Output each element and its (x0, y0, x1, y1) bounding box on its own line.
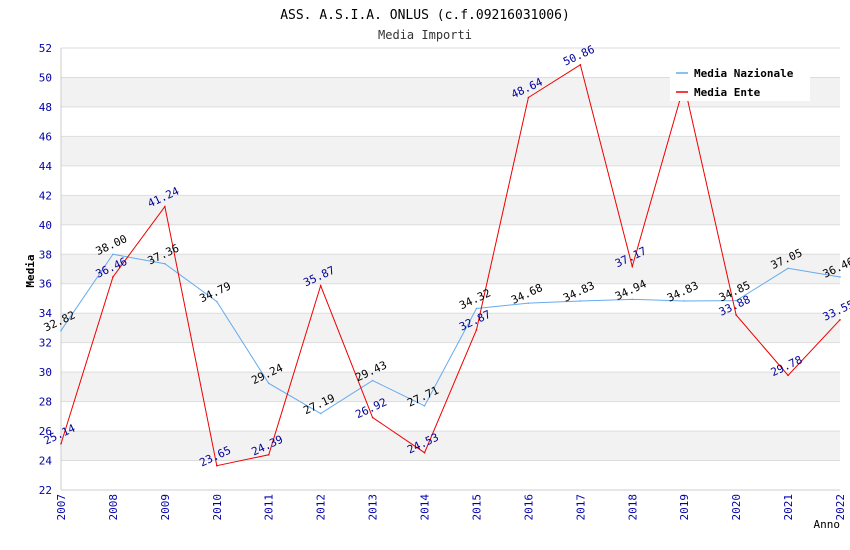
data-point (683, 300, 685, 302)
data-point (579, 300, 582, 302)
data-point (475, 329, 478, 331)
y-axis-label: Media (24, 254, 37, 287)
y-tick-label: 46 (39, 130, 52, 143)
data-point (112, 276, 114, 278)
y-tick-label: 42 (39, 189, 52, 202)
data-point (60, 329, 62, 332)
data-point (475, 307, 478, 310)
y-tick-label: 22 (39, 484, 52, 497)
x-tick-label: 2016 (522, 494, 535, 521)
plot-band (61, 431, 840, 461)
y-tick-label: 24 (39, 455, 53, 468)
x-tick-label: 2008 (107, 494, 120, 521)
x-tick-label: 2022 (834, 494, 847, 521)
data-point (112, 253, 114, 256)
y-axis-ticks: 22 24 26 28 30 32 34 36 38 40 42 44 46 48 50 52 (39, 42, 53, 497)
plot-band (61, 254, 840, 284)
x-tick-label: 2019 (678, 494, 691, 521)
data-point (787, 267, 789, 270)
x-tick-label: 2018 (626, 494, 639, 521)
y-tick-label: 44 (39, 160, 53, 173)
plot-bands (61, 77, 840, 461)
x-axis-label: Anno (814, 518, 841, 531)
data-point (216, 300, 218, 303)
data-point (735, 299, 737, 302)
data-point (527, 302, 530, 304)
x-tick-label: 2015 (470, 494, 483, 521)
data-point (527, 96, 530, 99)
data-point (164, 205, 166, 208)
x-tick-label: 2012 (315, 494, 328, 521)
data-point (371, 416, 374, 419)
y-tick-label: 34 (39, 307, 53, 320)
x-axis-ticks: 2007 2008 2009 2010 2011 2012 2013 2014 2015 2016… (55, 494, 847, 521)
y-tick-label: 52 (39, 42, 52, 55)
data-point (319, 412, 322, 415)
y-tick-label: 38 (39, 248, 52, 261)
x-tick-label: 2020 (730, 494, 743, 521)
data-point (371, 379, 374, 382)
data-label: 50.86 (561, 43, 597, 69)
y-tick-label: 48 (39, 101, 52, 114)
chart-title: ASS. A.S.I.A. ONLUS (c.f.09216031006) (280, 8, 570, 23)
legend: Media Nazionale Media Ente (670, 60, 810, 101)
chart-subtitle: Media Importi (378, 28, 472, 42)
data-point (423, 451, 426, 454)
legend-label: Media Nazionale (694, 67, 794, 80)
y-tick-label: 40 (39, 219, 52, 232)
legend-label: Media Ente (694, 86, 761, 99)
series-line-media-nazionale (60, 253, 841, 415)
x-tick-label: 2013 (367, 494, 380, 521)
axes (60, 48, 840, 491)
data-point (579, 63, 582, 66)
x-tick-label: 2009 (159, 494, 172, 521)
y-tick-label: 30 (39, 366, 52, 379)
x-tick-label: 2017 (574, 494, 587, 521)
x-tick-label: 2014 (419, 494, 432, 521)
data-point (839, 319, 841, 321)
data-point (216, 464, 218, 467)
plot-band (61, 372, 840, 402)
data-point (423, 405, 426, 407)
data-point (267, 382, 270, 385)
data-point (735, 314, 737, 316)
x-tick-label: 2021 (782, 494, 795, 521)
y-tick-label: 36 (39, 278, 52, 291)
data-point (267, 453, 270, 456)
y-tick-label: 32 (39, 337, 52, 350)
data-point (631, 265, 634, 268)
data-point (60, 442, 62, 445)
x-tick-label: 2011 (263, 494, 276, 521)
data-point (319, 284, 322, 287)
series-lines (60, 63, 841, 467)
series-line-media-ente (60, 64, 841, 467)
x-tick-label: 2010 (211, 494, 224, 521)
data-point (839, 276, 841, 278)
plot-band (61, 136, 840, 166)
data-point (631, 298, 634, 301)
data-point (164, 262, 166, 265)
x-tick-label: 2007 (55, 494, 68, 521)
y-tick-label: 28 (39, 396, 52, 409)
legend-box (670, 60, 810, 101)
plot-band (61, 195, 840, 225)
y-tick-label: 50 (39, 71, 52, 84)
data-point (787, 374, 789, 377)
y-tick-label: 26 (39, 425, 52, 438)
